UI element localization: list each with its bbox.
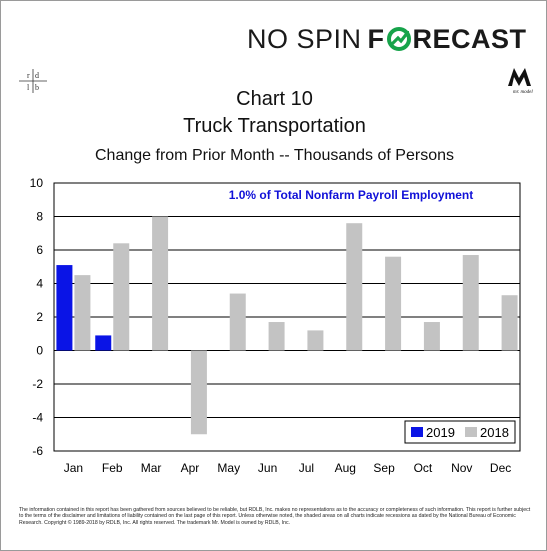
- y-tick-label: -4: [32, 411, 43, 425]
- legend-label-2018: 2018: [480, 425, 509, 440]
- y-tick-labels: -6 -4 -2 0 2 4 6 8 10: [30, 176, 44, 458]
- bar-2018-jan: [74, 275, 91, 351]
- x-tick-labels: Jan Feb Mar Apr May Jun Jul Aug Sep Oct Nov Dec: [64, 461, 512, 475]
- bar-2018-aug: [346, 223, 363, 351]
- x-tick-label: Sep: [373, 461, 395, 475]
- x-tick-label: Apr: [181, 461, 200, 475]
- legend-box: [404, 420, 516, 444]
- bar-2018-jul: [307, 330, 324, 351]
- bar-2019-feb: [95, 335, 112, 351]
- forecast-arrow-icon: [386, 27, 411, 51]
- bars: [56, 216, 518, 435]
- x-tick-label: Aug: [335, 461, 356, 475]
- no-spin-forecast-logo: NO SPIN F RECAST: [247, 21, 527, 57]
- chart-description: Change from Prior Month -- Thousands of …: [95, 147, 454, 164]
- y-tick-label: 8: [36, 210, 43, 224]
- mr-model-logo-icon: mr. model: [508, 68, 533, 94]
- y-tick-label: -2: [32, 377, 43, 391]
- plot-border: [53, 182, 521, 452]
- y-tick-label: 2: [36, 310, 43, 324]
- bar-2018-may: [229, 293, 246, 351]
- bar-2018-oct: [423, 322, 440, 351]
- bar-chart: -6 -4 -2 0 2 4 6 8 10 Jan Feb Mar Apr May Jun Jul Aug Se…: [30, 176, 521, 475]
- bar-2018-jun: [268, 322, 285, 351]
- logo-forecast-text: F RECAST: [368, 21, 527, 57]
- legend-swatch-2018: [465, 427, 477, 437]
- svg-text:l: l: [27, 83, 30, 92]
- x-tick-label: Dec: [490, 461, 511, 475]
- x-tick-label: Oct: [414, 461, 433, 475]
- bar-2018-nov: [462, 255, 479, 351]
- logo-forecast-rest: RECAST: [412, 24, 527, 54]
- x-tick-label: May: [217, 461, 240, 475]
- bar-2019-jan: [56, 265, 73, 351]
- logo-no-spin-text: NO SPIN: [247, 24, 362, 54]
- x-tick-label: Jun: [258, 461, 277, 475]
- x-tick-label: Jul: [299, 461, 314, 475]
- y-tick-label: 6: [36, 243, 43, 257]
- y-tick-label: -6: [32, 444, 43, 458]
- bar-2018-sep: [385, 256, 402, 351]
- bar-2018-apr: [190, 350, 207, 435]
- y-tick-label: 0: [36, 344, 43, 358]
- x-tick-label: Jan: [64, 461, 83, 475]
- x-tick-label: Feb: [102, 461, 123, 475]
- disclaimer-text: The information contained in this report…: [19, 507, 531, 526]
- chart-title: Chart 10: [236, 88, 313, 110]
- legend-swatch-2019: [411, 427, 423, 437]
- logo-forecast-f: F: [367, 24, 385, 54]
- svg-text:b: b: [35, 83, 39, 92]
- bar-2018-mar: [152, 216, 169, 351]
- bar-2018-feb: [113, 243, 130, 351]
- bar-2018-dec: [501, 295, 518, 351]
- svg-text:r: r: [27, 71, 30, 80]
- legend: 2019 2018: [404, 420, 516, 444]
- rdlb-logo-icon: r d l b: [19, 69, 47, 93]
- y-tick-label: 4: [36, 277, 43, 291]
- x-tick-label: Mar: [141, 461, 162, 475]
- svg-text:mr. model: mr. model: [513, 90, 533, 94]
- chart-annotation: 1.0% of Total Nonfarm Payroll Employment: [229, 188, 474, 202]
- y-tick-label: 10: [30, 176, 44, 190]
- svg-text:d: d: [35, 71, 39, 80]
- x-tick-label: Nov: [451, 461, 472, 475]
- chart-subtitle: Truck Transportation: [183, 115, 366, 137]
- legend-label-2019: 2019: [426, 425, 455, 440]
